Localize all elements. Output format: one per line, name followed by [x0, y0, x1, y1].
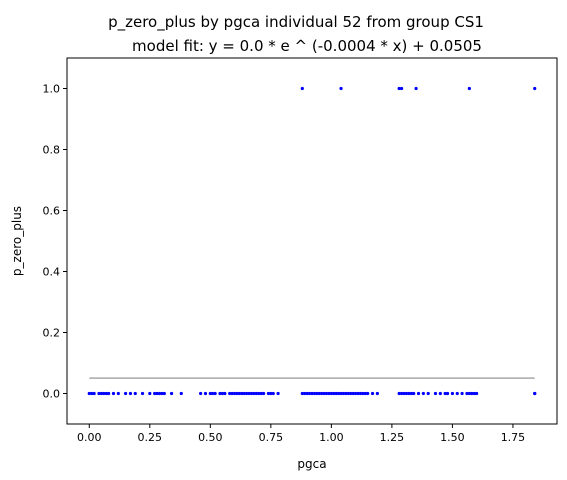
y-tick-label: 0.4	[43, 266, 61, 279]
data-point	[277, 392, 280, 395]
data-point	[117, 392, 120, 395]
data-point	[199, 392, 202, 395]
data-point	[366, 392, 369, 395]
plot-frame	[67, 58, 557, 424]
y-axis-label: p_zero_plus	[10, 206, 24, 276]
data-point	[400, 87, 403, 90]
y-tick-label: 0.0	[43, 388, 61, 401]
data-point	[339, 87, 342, 90]
y-tick-label: 0.8	[43, 144, 61, 157]
chart-subtitle: model fit: y = 0.0 * e ^ (-0.0004 * x) +…	[132, 37, 482, 55]
data-point	[427, 392, 430, 395]
data-point	[475, 392, 478, 395]
x-tick-label: 1.50	[440, 431, 465, 444]
x-tick-label: 0.75	[259, 431, 284, 444]
data-point	[417, 392, 420, 395]
data-point	[456, 392, 459, 395]
data-point	[412, 392, 415, 395]
data-point	[223, 392, 226, 395]
y-tick-label: 0.6	[43, 205, 61, 218]
data-point	[134, 392, 137, 395]
data-point	[533, 392, 536, 395]
data-point	[451, 392, 454, 395]
data-point	[461, 392, 464, 395]
data-point	[434, 392, 437, 395]
x-tick-label: 1.75	[501, 431, 526, 444]
data-point	[93, 392, 96, 395]
data-point	[533, 87, 536, 90]
y-tick-label: 1.0	[43, 83, 61, 96]
data-point	[148, 392, 151, 395]
data-point	[170, 392, 173, 395]
data-point	[376, 392, 379, 395]
data-point	[468, 87, 471, 90]
x-axis-ticks: 0.00 0.25 0.50 0.75 1.00 1.25 1.50 1.75	[77, 424, 525, 444]
data-point	[204, 392, 207, 395]
x-tick-label: 1.00	[319, 431, 344, 444]
chart-title: p_zero_plus by pgca individual 52 from g…	[108, 13, 484, 32]
data-point	[163, 392, 166, 395]
data-points	[88, 87, 537, 395]
data-point	[180, 392, 183, 395]
y-tick-label: 0.2	[43, 327, 61, 340]
data-point	[129, 392, 132, 395]
data-point	[415, 87, 418, 90]
data-point	[124, 392, 127, 395]
x-tick-label: 1.25	[380, 431, 405, 444]
data-point	[141, 392, 144, 395]
data-point	[214, 392, 217, 395]
x-axis-label: pgca	[297, 457, 326, 471]
data-point	[439, 392, 442, 395]
data-point	[112, 392, 115, 395]
data-point	[446, 392, 449, 395]
data-point	[262, 392, 265, 395]
data-point	[107, 392, 110, 395]
data-point	[422, 392, 425, 395]
x-tick-label: 0.00	[77, 431, 102, 444]
data-point	[272, 392, 275, 395]
data-point	[301, 87, 304, 90]
x-tick-label: 0.25	[138, 431, 163, 444]
y-axis-ticks: 0.0 0.2 0.4 0.6 0.8 1.0	[43, 83, 68, 401]
x-tick-label: 0.50	[198, 431, 223, 444]
data-point	[371, 392, 374, 395]
